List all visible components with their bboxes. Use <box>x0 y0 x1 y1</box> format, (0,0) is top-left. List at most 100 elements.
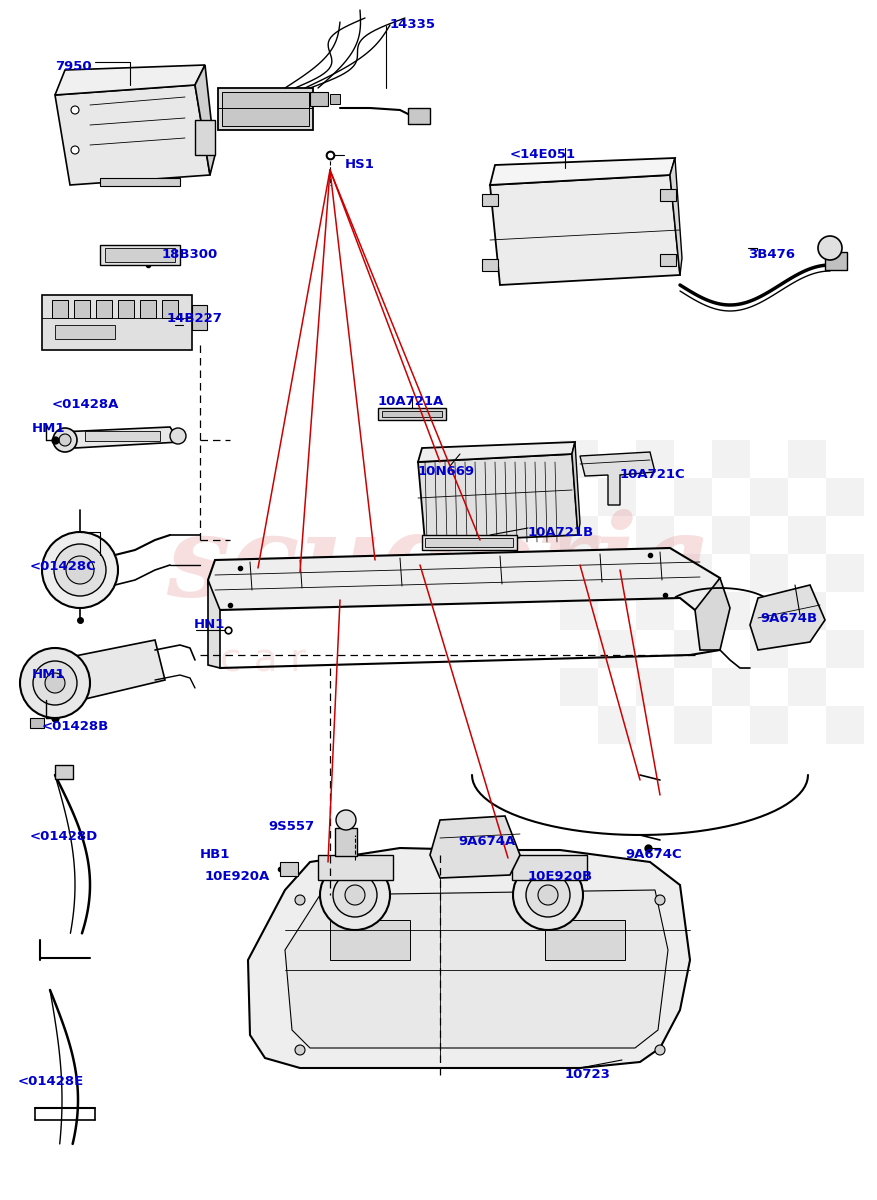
Text: 9A674B: 9A674B <box>760 612 817 625</box>
Circle shape <box>71 106 79 114</box>
Bar <box>750 630 788 668</box>
Polygon shape <box>670 158 682 275</box>
Bar <box>560 592 598 630</box>
Circle shape <box>66 556 94 584</box>
Bar <box>42 295 192 350</box>
Polygon shape <box>60 427 180 448</box>
Bar <box>826 668 864 706</box>
Circle shape <box>45 673 65 692</box>
Bar <box>105 248 175 262</box>
Bar <box>382 410 442 416</box>
Bar <box>598 440 636 478</box>
Circle shape <box>655 1045 665 1055</box>
Polygon shape <box>750 584 825 650</box>
Bar <box>825 252 847 270</box>
Bar <box>425 538 513 547</box>
Bar <box>712 592 750 630</box>
Text: c a r: c a r <box>220 641 306 679</box>
Text: <01428D: <01428D <box>30 830 98 842</box>
Bar <box>335 828 357 856</box>
Bar <box>712 516 750 554</box>
Bar <box>750 668 788 706</box>
Bar <box>788 592 826 630</box>
Bar <box>192 305 207 330</box>
Bar <box>636 592 674 630</box>
Bar <box>30 718 44 728</box>
Polygon shape <box>418 454 578 542</box>
Bar <box>712 440 750 478</box>
Bar <box>598 706 636 744</box>
Bar <box>222 92 309 126</box>
Bar <box>674 630 712 668</box>
Bar <box>674 478 712 516</box>
Circle shape <box>513 860 583 930</box>
Bar <box>140 300 156 318</box>
Bar <box>674 554 712 592</box>
Text: 7950: 7950 <box>55 60 91 73</box>
Bar <box>100 178 180 186</box>
Circle shape <box>538 886 558 905</box>
Polygon shape <box>572 442 580 535</box>
Circle shape <box>295 1045 305 1055</box>
Bar <box>826 630 864 668</box>
Circle shape <box>71 146 79 154</box>
Polygon shape <box>695 578 730 650</box>
Bar <box>674 706 712 744</box>
Polygon shape <box>430 816 520 878</box>
Circle shape <box>170 428 186 444</box>
Text: 10A721A: 10A721A <box>378 395 445 408</box>
Bar <box>195 120 215 155</box>
Bar <box>55 766 73 779</box>
Polygon shape <box>55 85 210 185</box>
Text: 10A721C: 10A721C <box>620 468 686 481</box>
Circle shape <box>333 874 377 917</box>
Bar <box>636 478 674 516</box>
Circle shape <box>320 860 390 930</box>
Bar <box>788 440 826 478</box>
Text: 10723: 10723 <box>565 1068 611 1081</box>
Bar <box>318 854 393 880</box>
Bar <box>100 245 180 265</box>
Bar <box>750 478 788 516</box>
Bar <box>788 516 826 554</box>
Text: 14B227: 14B227 <box>167 312 223 325</box>
Polygon shape <box>208 580 220 668</box>
Bar <box>482 194 498 206</box>
Bar <box>712 630 750 668</box>
Polygon shape <box>195 65 215 175</box>
Bar <box>310 92 328 106</box>
Text: scuderia: scuderia <box>166 509 711 619</box>
Bar <box>560 516 598 554</box>
Text: 9A674A: 9A674A <box>458 835 516 848</box>
Bar <box>636 516 674 554</box>
Bar <box>826 706 864 744</box>
Text: HM1: HM1 <box>32 668 66 680</box>
Bar <box>788 478 826 516</box>
Bar <box>560 440 598 478</box>
Bar <box>560 478 598 516</box>
Bar <box>750 516 788 554</box>
Bar <box>712 668 750 706</box>
Bar <box>750 554 788 592</box>
Text: 10E920B: 10E920B <box>528 870 593 883</box>
Bar <box>598 668 636 706</box>
Text: 3B476: 3B476 <box>748 248 795 260</box>
Bar <box>545 920 625 960</box>
Bar <box>330 94 340 104</box>
Bar <box>636 440 674 478</box>
Bar <box>408 108 430 124</box>
Bar <box>598 554 636 592</box>
Bar <box>674 516 712 554</box>
Text: <01428A: <01428A <box>52 398 119 410</box>
Bar <box>118 300 134 318</box>
Bar <box>636 630 674 668</box>
Bar <box>636 706 674 744</box>
Bar <box>74 300 90 318</box>
Polygon shape <box>418 442 575 462</box>
Circle shape <box>33 661 77 704</box>
Text: 9A674C: 9A674C <box>625 848 681 862</box>
Circle shape <box>53 428 77 452</box>
Bar <box>636 554 674 592</box>
Bar <box>598 516 636 554</box>
Bar <box>750 440 788 478</box>
